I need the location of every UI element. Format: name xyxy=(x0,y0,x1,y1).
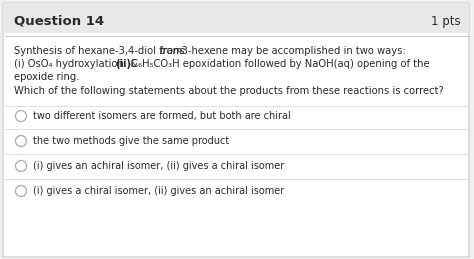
FancyBboxPatch shape xyxy=(3,3,469,35)
Circle shape xyxy=(16,161,27,171)
Bar xyxy=(5,33,467,255)
Text: epoxide ring.: epoxide ring. xyxy=(14,72,80,82)
Text: -3-hexene may be accomplished in two ways:: -3-hexene may be accomplished in two way… xyxy=(178,46,406,56)
Text: C₆H₅CO₃H epoxidation followed by NaOH(aq) opening of the: C₆H₅CO₃H epoxidation followed by NaOH(aq… xyxy=(128,59,429,69)
Bar xyxy=(5,19,467,34)
Circle shape xyxy=(16,111,27,121)
FancyBboxPatch shape xyxy=(3,3,469,257)
Text: 1 pts: 1 pts xyxy=(431,15,461,27)
Circle shape xyxy=(16,135,27,147)
Circle shape xyxy=(16,185,27,197)
Text: Synthesis of hexane-3,4-diol from: Synthesis of hexane-3,4-diol from xyxy=(14,46,185,56)
Text: (ii): (ii) xyxy=(115,59,131,69)
Text: (i) OsO₄ hydroxylation  &: (i) OsO₄ hydroxylation & xyxy=(14,59,144,69)
Text: two different isomers are formed, but both are chiral: two different isomers are formed, but bo… xyxy=(33,111,291,121)
Text: the two methods give the same product: the two methods give the same product xyxy=(33,136,229,146)
Text: (i) gives a chiral isomer, (ii) gives an achiral isomer: (i) gives a chiral isomer, (ii) gives an… xyxy=(33,186,284,196)
Text: Question 14: Question 14 xyxy=(14,15,104,27)
Text: (i) gives an achiral isomer, (ii) gives a chiral isomer: (i) gives an achiral isomer, (ii) gives … xyxy=(33,161,284,171)
Text: Which of the following statements about the products from these reactions is cor: Which of the following statements about … xyxy=(14,86,444,96)
Text: trans: trans xyxy=(159,46,185,56)
